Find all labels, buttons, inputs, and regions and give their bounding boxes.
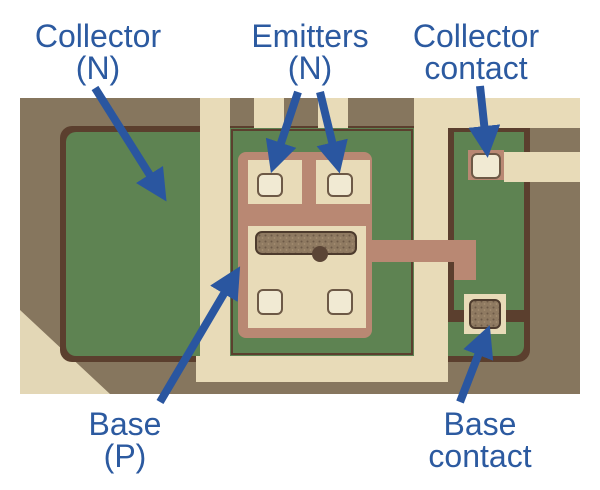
arrow-emitter-1: [265, 90, 302, 174]
base-contact-label-line1: Base: [443, 406, 517, 442]
metal-strip-left: [200, 98, 230, 382]
arrow-base-contact: [456, 325, 494, 404]
collector-label-line1: Collector: [34, 18, 162, 54]
emitters-label-line2: (N): [287, 50, 333, 86]
lower-contact-2: [327, 289, 353, 315]
base-contact-label: Base contact: [410, 408, 550, 472]
base-label: Base (P): [60, 408, 190, 472]
collector-contact: [471, 153, 501, 179]
base-label-line1: Base: [88, 406, 162, 442]
arrow-base: [156, 266, 241, 405]
collector-contact-label-line2: contact: [424, 50, 528, 86]
collector-label: Collector (N): [18, 20, 178, 84]
arrow-collector: [91, 85, 167, 202]
emitters-label: Emitters (N): [240, 20, 380, 84]
collector-label-line2: (N): [75, 50, 121, 86]
base-contact: [469, 299, 501, 329]
emitter-contact-1: [257, 173, 283, 197]
collector-contact-label: Collector contact: [396, 20, 556, 84]
arrow-emitter-2: [316, 91, 348, 174]
lower-contact-1: [257, 289, 283, 315]
emitter-contact-2: [327, 173, 353, 197]
emitters-label-line1: Emitters: [251, 18, 369, 54]
base-label-line2: (P): [103, 438, 147, 474]
collector-contact-label-line1: Collector: [412, 18, 540, 54]
metal-strip-bottom: [196, 356, 418, 382]
base-contact-bar: [255, 231, 357, 255]
arrow-collector-contact: [468, 85, 501, 158]
base-contact-label-line2: contact: [428, 438, 532, 474]
